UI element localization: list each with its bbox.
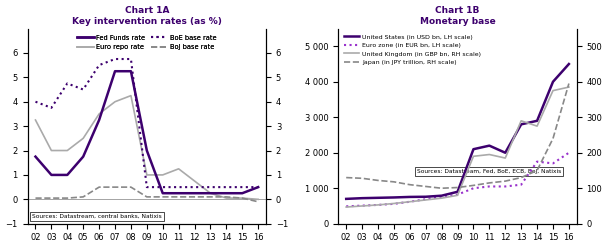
Title: Chart 1B
Monetary base: Chart 1B Monetary base: [420, 5, 496, 26]
Title: Chart 1A
Key intervention rates (as %): Chart 1A Key intervention rates (as %): [72, 5, 222, 26]
Text: Sources: Datastream, Fed, BoE, ECB, BoJ, Natixis: Sources: Datastream, Fed, BoE, ECB, BoJ,…: [417, 169, 561, 174]
Text: Sources: Datastream, central banks, Natixis: Sources: Datastream, central banks, Nati…: [32, 214, 162, 219]
Legend: United States (in USD bn, LH scale), Euro zone (in EUR bn, LH scale), United Kin: United States (in USD bn, LH scale), Eur…: [341, 32, 483, 67]
Legend: Fed Funds rate, Euro repo rate, BoE base rate, BoJ base rate: Fed Funds rate, Euro repo rate, BoE base…: [74, 32, 219, 53]
